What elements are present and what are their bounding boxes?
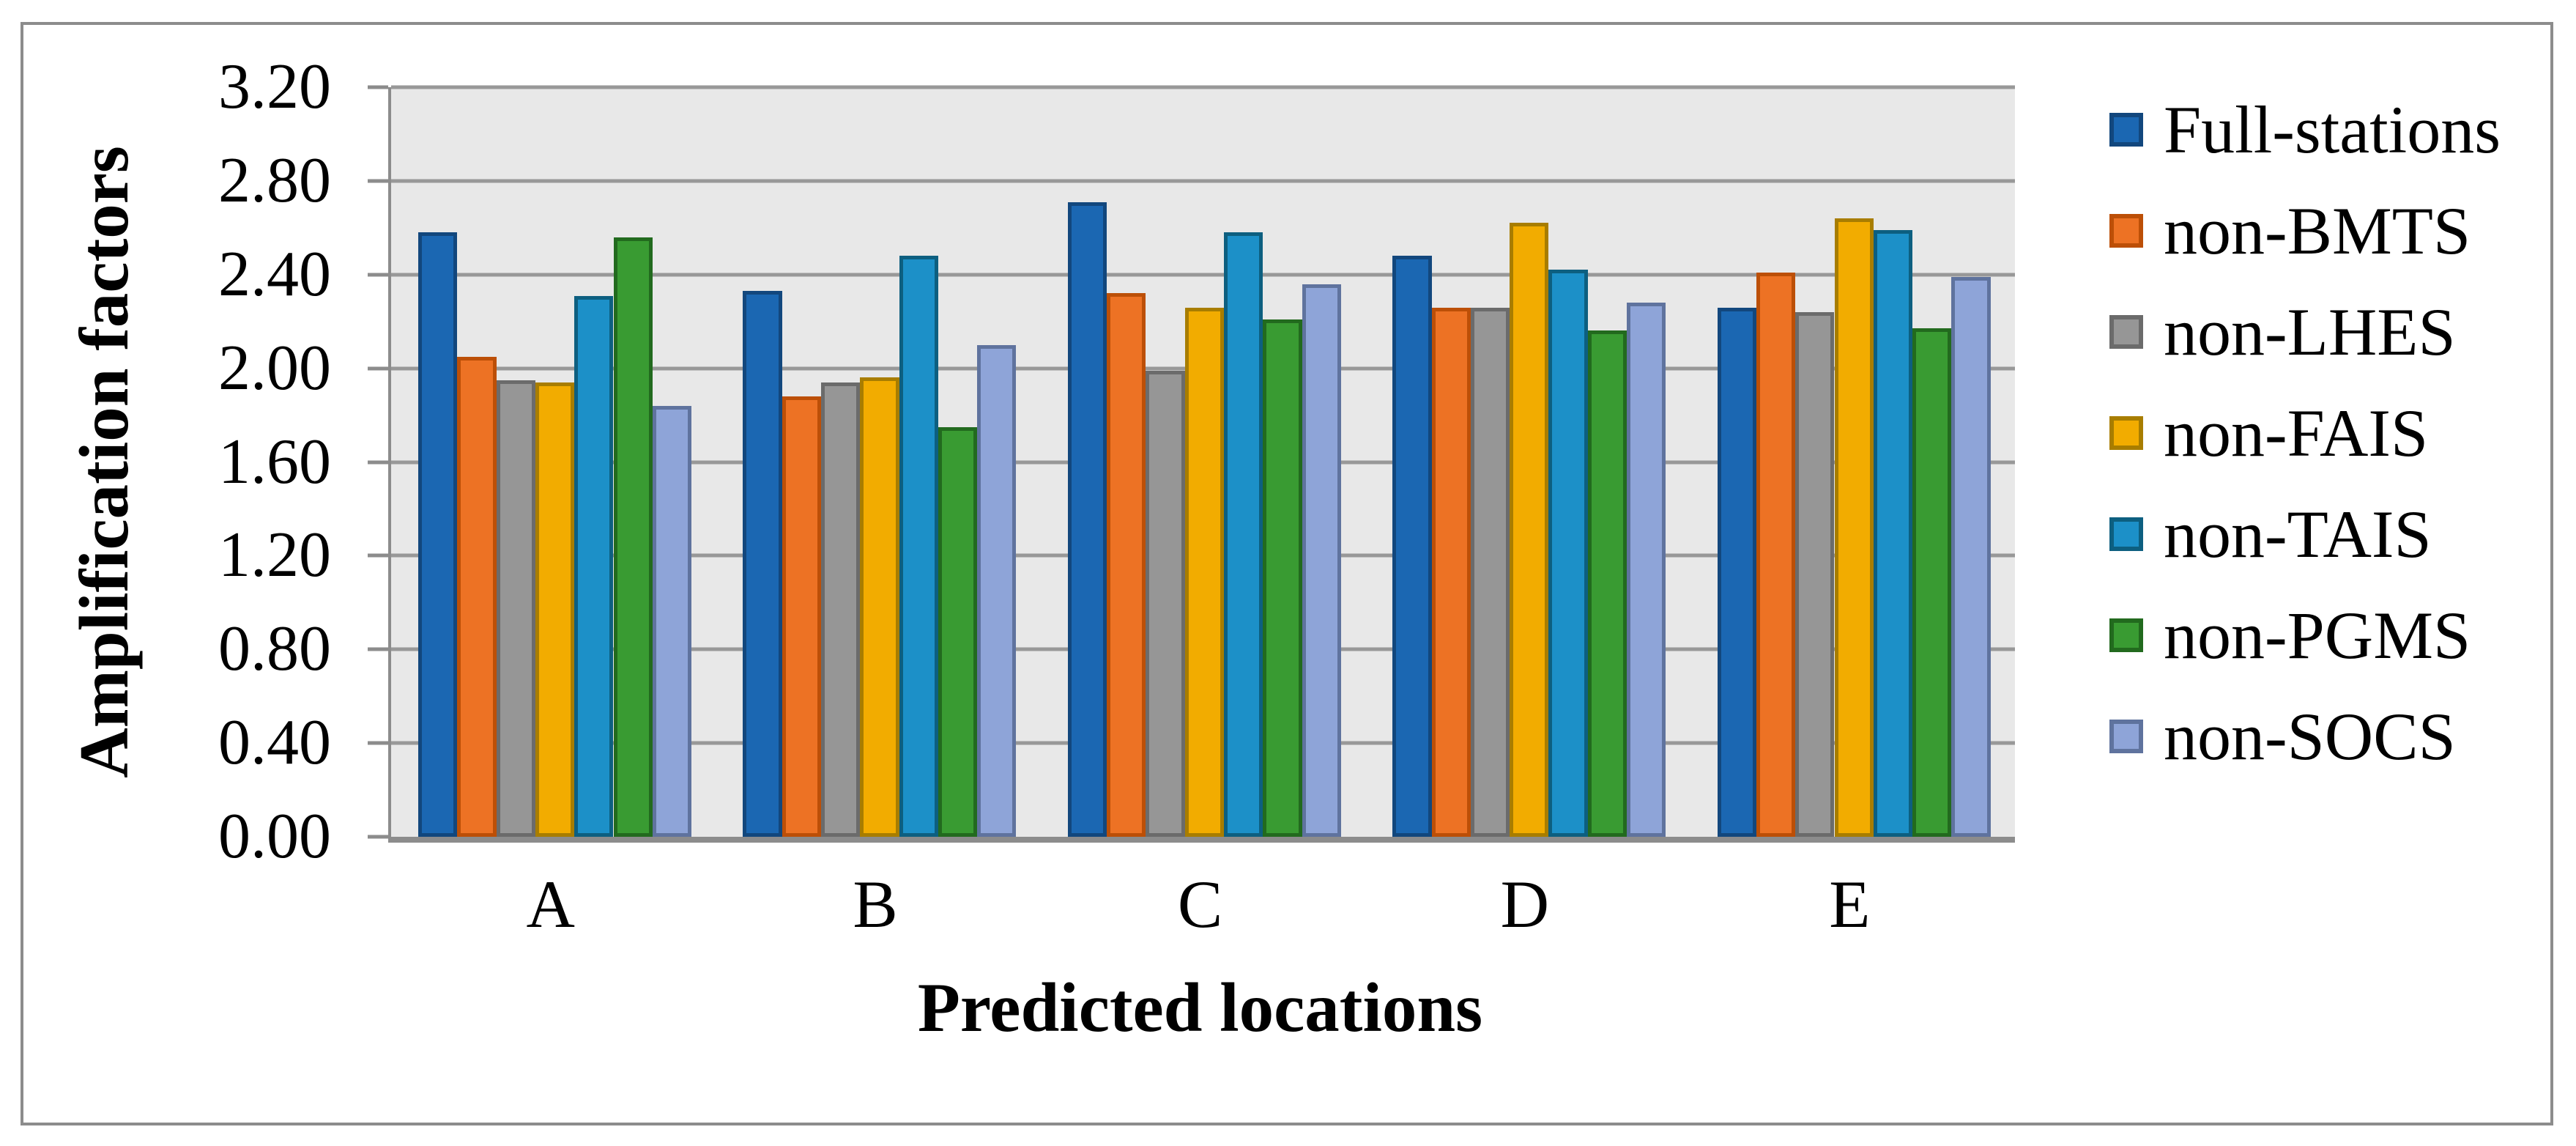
legend-swatch-icon: [2109, 315, 2143, 349]
bar-E-non-TAIS: [1873, 230, 1913, 837]
legend: Full-stations non-BMTS non-LHES non-FAIS non…: [2109, 96, 2501, 770]
bar-A-non-SOCS: [652, 405, 692, 837]
legend-swatch-icon: [2109, 618, 2143, 652]
legend-item-non-FAIS: non-FAIS: [2109, 399, 2501, 467]
bar-A-Full-stations: [418, 232, 458, 837]
legend-item-non-SOCS: non-SOCS: [2109, 703, 2501, 770]
bar-B-non-FAIS: [860, 377, 899, 837]
bar-C-non-BMTS: [1107, 293, 1146, 837]
legend-item-non-BMTS: non-BMTS: [2109, 197, 2501, 265]
y-tick-label: 0.00: [218, 801, 331, 872]
bar-E-non-BMTS: [1756, 272, 1796, 837]
y-axis-tick: [368, 366, 388, 371]
bar-B-non-PGMS: [938, 426, 978, 837]
legend-label: non-TAIS: [2164, 497, 2432, 572]
y-axis-tick: [368, 460, 388, 464]
bar-D-non-TAIS: [1548, 270, 1588, 837]
bar-E-non-PGMS: [1912, 328, 1952, 837]
x-axis-title: Predicted locations: [917, 969, 1483, 1046]
legend-item-non-LHES: non-LHES: [2109, 298, 2501, 366]
gridline: [391, 273, 2015, 277]
y-axis-tick: [368, 741, 388, 745]
x-category-label-A: A: [526, 867, 575, 942]
y-axis-tick: [368, 553, 388, 558]
bar-E-non-SOCS: [1951, 276, 1991, 837]
y-tick-label: 2.00: [218, 332, 331, 404]
bar-B-non-SOCS: [977, 344, 1017, 837]
bar-B-non-TAIS: [899, 256, 938, 837]
bar-A-non-BMTS: [457, 356, 497, 837]
legend-item-non-PGMS: non-PGMS: [2109, 602, 2501, 669]
bar-C-non-LHES: [1146, 370, 1185, 837]
bar-E-non-LHES: [1795, 311, 1835, 837]
y-axis-tick: [368, 647, 388, 651]
x-axis-category-labels: A B C D E: [388, 870, 2012, 951]
legend-item-non-TAIS: non-TAIS: [2109, 500, 2501, 568]
legend-label: non-BMTS: [2164, 193, 2471, 268]
y-tick-label: 1.60: [218, 426, 331, 498]
legend-item-Full-stations: Full-stations: [2109, 96, 2501, 163]
bar-D-non-BMTS: [1431, 307, 1471, 837]
bar-C-non-TAIS: [1224, 232, 1263, 837]
y-tick-label: 3.20: [218, 51, 331, 122]
legend-swatch-icon: [2109, 720, 2143, 753]
bar-A-non-TAIS: [574, 295, 614, 837]
y-tick-label: 2.40: [218, 238, 331, 310]
bar-C-Full-stations: [1067, 202, 1107, 837]
y-tick-label: 0.40: [218, 707, 331, 779]
y-axis-tick-labels: 3.20 2.80 2.40 2.00 1.60 1.20 0.80 0.40 0.00: [0, 55, 331, 869]
bar-B-non-LHES: [821, 382, 861, 837]
legend-label: non-FAIS: [2164, 396, 2429, 470]
bar-B-Full-stations: [743, 291, 782, 837]
gridline: [391, 85, 2015, 89]
legend-swatch-icon: [2109, 517, 2143, 551]
y-tick-label: 2.80: [218, 144, 331, 216]
bar-B-non-BMTS: [782, 396, 821, 837]
legend-label: non-PGMS: [2164, 598, 2471, 673]
y-axis-tick: [368, 85, 388, 89]
bar-A-non-PGMS: [613, 237, 653, 837]
x-category-label-C: C: [1177, 867, 1223, 942]
y-axis-tick: [368, 835, 388, 839]
plot-area: [368, 85, 2015, 843]
bar-D-non-SOCS: [1627, 303, 1666, 837]
bar-A-non-LHES: [496, 380, 535, 837]
y-axis-tick: [368, 179, 388, 183]
y-tick-label: 1.20: [218, 520, 331, 591]
bar-E-non-FAIS: [1834, 218, 1874, 837]
y-tick-label: 0.80: [218, 613, 331, 685]
x-category-label-B: B: [853, 867, 898, 942]
legend-swatch-icon: [2109, 113, 2143, 147]
x-category-label-E: E: [1829, 867, 1871, 942]
bar-D-non-PGMS: [1587, 330, 1627, 837]
y-axis-tick: [368, 273, 388, 277]
bar-D-non-FAIS: [1510, 223, 1549, 837]
gridline: [391, 179, 2015, 183]
bar-A-non-FAIS: [535, 382, 575, 837]
bar-D-non-LHES: [1470, 307, 1510, 837]
bar-C-non-PGMS: [1263, 319, 1302, 837]
legend-label: Full-stations: [2164, 92, 2501, 167]
bar-D-Full-stations: [1392, 256, 1432, 837]
bar-E-Full-stations: [1717, 307, 1756, 837]
bar-C-non-FAIS: [1184, 307, 1224, 837]
legend-label: non-SOCS: [2164, 699, 2456, 774]
legend-swatch-icon: [2109, 214, 2143, 248]
legend-swatch-icon: [2109, 416, 2143, 450]
bar-C-non-SOCS: [1302, 284, 1341, 837]
x-category-label-D: D: [1500, 867, 1550, 942]
legend-label: non-LHES: [2164, 295, 2456, 369]
